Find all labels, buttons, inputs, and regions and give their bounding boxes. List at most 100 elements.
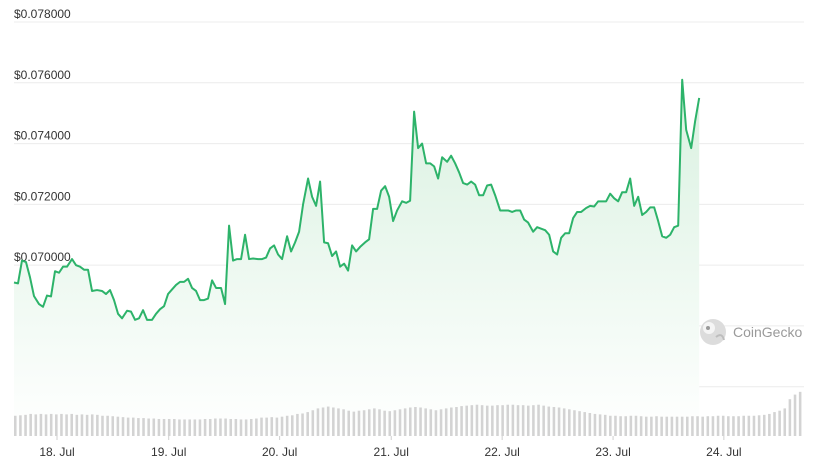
- volume-bar: [362, 410, 366, 436]
- volume-bar: [485, 405, 489, 436]
- volume-bar: [444, 408, 448, 436]
- volume-bar: [521, 405, 525, 436]
- volume-bar: [142, 418, 145, 436]
- volume-bar: [506, 404, 510, 436]
- volume-bar: [208, 418, 212, 436]
- volume-bar: [711, 416, 715, 436]
- y-tick-label: $0.070000: [14, 250, 71, 264]
- volume-bar: [321, 407, 325, 436]
- volume-bar: [532, 405, 535, 436]
- volume-bar: [557, 407, 561, 436]
- volume-bar: [291, 415, 294, 436]
- volume-bar: [547, 406, 551, 436]
- volume-bar: [655, 416, 658, 436]
- volume-bar: [383, 410, 386, 436]
- volume-bar: [357, 410, 361, 436]
- volume-bar: [434, 410, 438, 436]
- volume-bar: [96, 414, 99, 436]
- volume-bar: [634, 415, 638, 436]
- volume-bar: [644, 416, 648, 436]
- volume-bars: [14, 391, 802, 436]
- volume-bar: [342, 409, 345, 436]
- volume-bar: [137, 418, 140, 436]
- volume-bar: [798, 391, 802, 436]
- volume-bar: [455, 407, 458, 436]
- volume-bar: [173, 418, 176, 436]
- volume-bar: [716, 415, 720, 436]
- volume-bar: [85, 414, 89, 436]
- volume-bar: [367, 409, 371, 436]
- volume-bar: [373, 408, 376, 436]
- volume-bar: [496, 405, 499, 436]
- volume-bar: [65, 414, 68, 436]
- coingecko-watermark: CoinGecko: [700, 319, 802, 345]
- volume-bar: [14, 415, 17, 436]
- volume-bar: [706, 416, 710, 436]
- volume-bar: [193, 419, 197, 436]
- price-area-fill: [14, 79, 700, 436]
- volume-bar: [721, 415, 725, 436]
- x-tick-label: 23. Jul: [595, 445, 630, 459]
- volume-bar: [131, 417, 135, 436]
- volume-bar: [265, 417, 268, 436]
- x-tick-label: 21. Jul: [374, 445, 409, 459]
- volume-bar: [270, 417, 274, 436]
- volume-bar: [414, 407, 417, 436]
- volume-bar: [778, 410, 781, 436]
- volume-bar: [665, 416, 669, 436]
- volume-bar: [126, 417, 130, 436]
- volume-bar: [167, 418, 171, 436]
- volume-bar: [460, 406, 463, 436]
- gecko-logo-icon: [700, 319, 726, 345]
- y-tick-label: $0.072000: [14, 189, 71, 203]
- volume-bar: [152, 418, 156, 436]
- volume-bar: [234, 418, 238, 436]
- volume-bar: [470, 405, 474, 436]
- volume-bar: [593, 413, 597, 436]
- volume-bar: [111, 416, 115, 436]
- volume-bar: [439, 409, 443, 436]
- x-tick-label: 19. Jul: [151, 445, 186, 459]
- volume-bar: [306, 412, 309, 436]
- volume-bar: [475, 404, 479, 436]
- x-axis-labels: 18. Jul 19. Jul 20. Jul 21. Jul 22. Jul 23. J…: [39, 436, 742, 459]
- volume-bar: [90, 414, 94, 436]
- volume-bar: [686, 416, 689, 436]
- volume-bar: [34, 414, 38, 436]
- volume-bar: [352, 411, 356, 436]
- volume-bar: [701, 416, 704, 436]
- price-line[interactable]: [13, 78, 701, 321]
- volume-bar: [239, 419, 243, 436]
- volume-bar: [768, 413, 771, 436]
- x-tick-label: 18. Jul: [39, 445, 74, 459]
- volume-bar: [614, 415, 617, 436]
- volume-bar: [727, 416, 730, 436]
- volume-bar: [244, 419, 248, 436]
- volume-bar: [609, 415, 612, 436]
- volume-bar: [337, 408, 340, 436]
- y-tick-label: $0.074000: [14, 129, 71, 143]
- volume-bar: [491, 405, 494, 436]
- volume-bar: [39, 413, 43, 436]
- volume-bar: [578, 411, 581, 436]
- volume-bar: [301, 413, 304, 436]
- volume-bar: [106, 415, 109, 436]
- volume-bar: [450, 407, 453, 436]
- volume-bar: [480, 405, 484, 436]
- volume-bar: [424, 408, 427, 436]
- volume-bar: [552, 407, 556, 436]
- volume-bar: [101, 415, 104, 436]
- volume-bar: [762, 414, 766, 436]
- volume-bar: [465, 405, 468, 436]
- volume-bar: [619, 416, 622, 436]
- volume-bar: [311, 410, 315, 436]
- volume-bar: [526, 405, 530, 436]
- volume-bar: [629, 415, 633, 436]
- volume-bar: [670, 416, 674, 436]
- y-tick-label: $0.076000: [14, 68, 71, 82]
- volume-bar: [568, 409, 571, 436]
- volume-bar: [29, 413, 32, 436]
- volume-bar: [542, 405, 545, 436]
- volume-bar: [55, 414, 58, 436]
